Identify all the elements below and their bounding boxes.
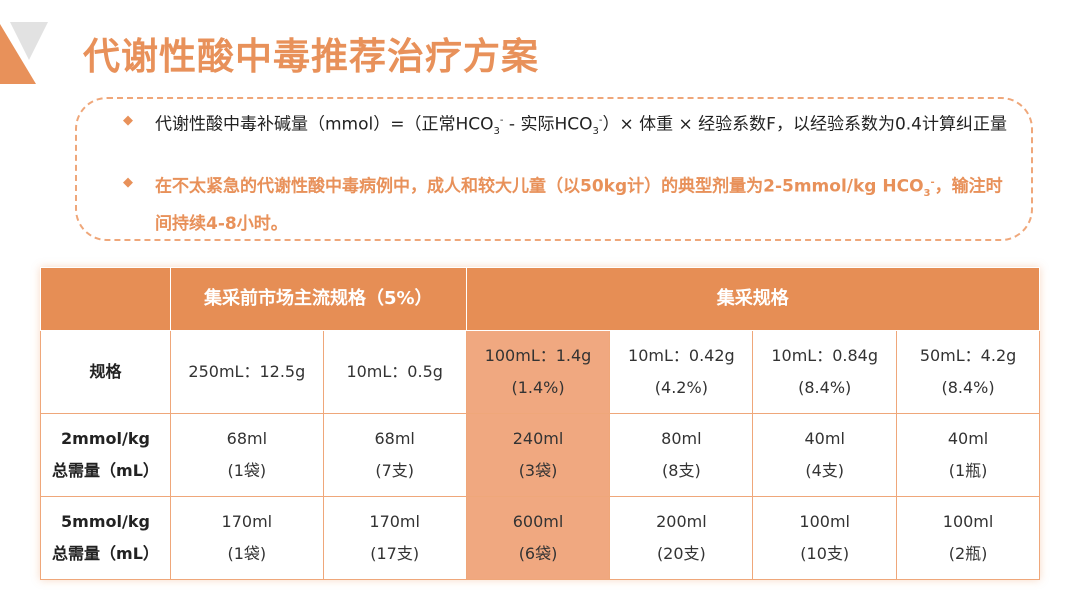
table-cell: 50mL：4.2g (8.4%) [896, 330, 1040, 414]
header-empty [40, 267, 171, 331]
cell-line: (8.4%) [798, 378, 852, 397]
cell-line: 200ml [656, 512, 707, 531]
cell-line: (1瓶) [948, 461, 988, 480]
row-label-line: 总需量（mL） [52, 544, 159, 563]
table-cell: 250mL：12.5g [169, 330, 324, 414]
cell-line: 170ml [221, 512, 273, 531]
row-label: 5mmol/kg 总需量（mL） [40, 496, 171, 580]
table-cell: 40ml (4支) [752, 413, 898, 497]
cell-line: 100ml [799, 512, 850, 531]
cell-line: (1袋) [227, 544, 267, 563]
cell-line: 100mL：1.4g [484, 346, 592, 365]
row-label: 规格 [40, 330, 171, 414]
cell-line: (6袋) [518, 544, 558, 563]
row-label: 2mmol/kg 总需量（mL） [40, 413, 171, 497]
cell-line: 80ml [661, 429, 702, 448]
table-cell: 10mL：0.42g (4.2%) [609, 330, 754, 414]
header-procurement: 集采规格 [465, 267, 1041, 331]
cell-line: (17支) [370, 544, 420, 563]
cell-line: 68ml [374, 429, 415, 448]
table-cell: 240ml (3袋) [465, 413, 611, 497]
cell-line: 100ml [942, 512, 994, 531]
cell-line: (8.4%) [941, 378, 995, 397]
cell-line: (1袋) [227, 461, 267, 480]
cell-line: (3袋) [518, 461, 558, 480]
table-header-row: 集采前市场主流规格（5%） 集采规格 [40, 267, 1041, 331]
cell-line: 40ml [804, 429, 845, 448]
table-cell: 170ml (1袋) [169, 496, 324, 580]
row-label-line: 总需量（mL） [52, 461, 159, 480]
row-label-line: 2mmol/kg [61, 429, 150, 448]
table-row: 5mmol/kg 总需量（mL） 170ml (1袋) 170ml (17支) 600ml (… [40, 496, 1040, 580]
bullet-dosage: ◆ 在不太紧急的代谢性酸中毒病例中，成人和较大儿童（以50kg计）的典型剂量为2… [123, 167, 1015, 240]
table-cell: 100mL：1.4g (1.4%) [465, 330, 611, 414]
cell-line: (7支) [375, 461, 415, 480]
cell-line: 40ml [947, 429, 989, 448]
table-cell: 200ml (20支) [609, 496, 754, 580]
table-row: 规格 250mL：12.5g 10mL：0.5g 100mL：1.4g (1.4%) 10… [40, 330, 1040, 414]
cell-line: 250mL：12.5g [188, 362, 306, 381]
cell-line: 68ml [226, 429, 268, 448]
cell-line: (2瓶) [948, 544, 988, 563]
cell-line: 10mL：0.5g [346, 362, 443, 381]
cell-line: (4.2%) [654, 378, 708, 397]
table-cell: 40ml (1瓶) [896, 413, 1040, 497]
table-row: 2mmol/kg 总需量（mL） 68ml (1袋) 68ml (7支) 240ml (3袋)… [40, 413, 1040, 497]
cell-line: 240ml [512, 429, 564, 448]
logo-triangles-icon [0, 22, 48, 84]
bullet-formula: ◆ 代谢性酸中毒补碱量（mmol）=（正常HCO3- - 实际HCO3-）× 体… [123, 105, 1015, 147]
cell-line: (10支) [800, 544, 850, 563]
info-box: ◆ 代谢性酸中毒补碱量（mmol）=（正常HCO3- - 实际HCO3-）× 体… [75, 97, 1033, 241]
cell-line: (8支) [662, 461, 701, 480]
table-cell: 100ml (10支) [752, 496, 898, 580]
page-title: 代谢性酸中毒推荐治疗方案 [83, 35, 539, 78]
row-label-line: 5mmol/kg [61, 512, 150, 531]
table-cell: 10mL：0.5g [322, 330, 467, 414]
table-cell: 170ml (17支) [322, 496, 467, 580]
cell-line: 10mL：0.42g [628, 346, 735, 365]
cell-line: (20支) [656, 544, 706, 563]
table-cell: 10mL：0.84g (8.4%) [752, 330, 898, 414]
diamond-icon: ◆ [123, 175, 133, 190]
table-cell: 68ml (7支) [322, 413, 467, 497]
header-pre-procurement: 集采前市场主流规格（5%） [169, 267, 467, 331]
dosage-table: 集采前市场主流规格（5%） 集采规格 规格 250mL：12.5g 10mL：0.5… [40, 267, 1041, 580]
cell-line: 600ml [512, 512, 564, 531]
cell-line: (1.4%) [511, 378, 565, 397]
cell-line: 50mL：4.2g [919, 346, 1017, 365]
table-cell: 600ml (6袋) [465, 496, 611, 580]
table-cell: 68ml (1袋) [169, 413, 324, 497]
table-cell: 80ml (8支) [609, 413, 754, 497]
diamond-icon: ◆ [123, 113, 133, 128]
cell-line: 170ml [369, 512, 420, 531]
cell-line: (4支) [805, 461, 845, 480]
table-cell: 100ml (2瓶) [896, 496, 1040, 580]
cell-line: 10mL：0.84g [771, 346, 879, 365]
